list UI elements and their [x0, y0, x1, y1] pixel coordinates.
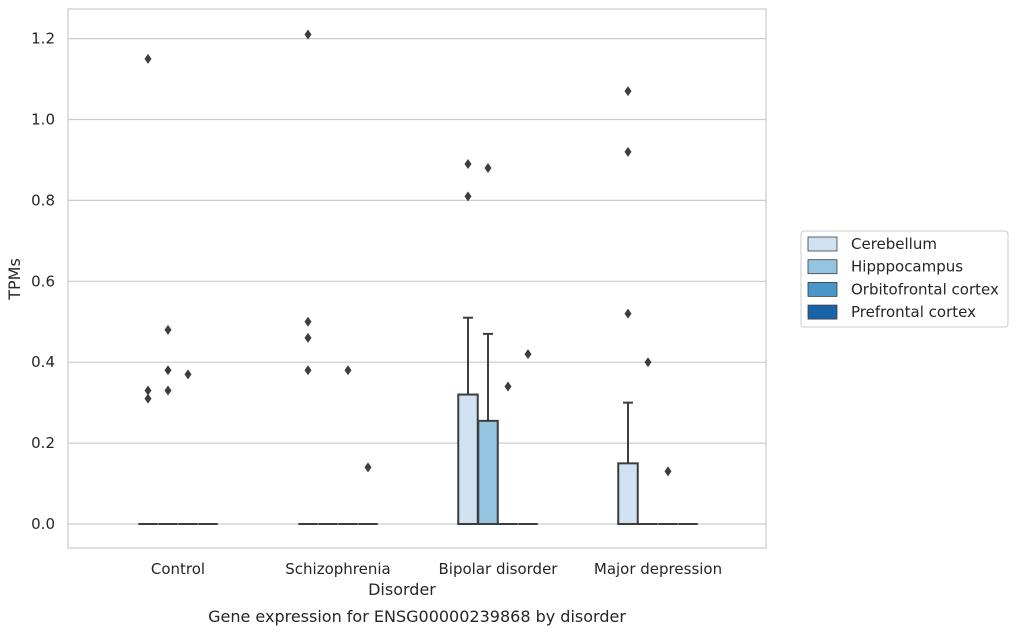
box-group: [638, 357, 658, 525]
x-tick-label: Schizophrenia: [285, 560, 390, 578]
figure-caption: Gene expression for ENSG00000239868 by d…: [208, 607, 626, 626]
outlier-point: [344, 365, 352, 376]
y-tick-label: 0.4: [31, 353, 55, 371]
outlier-point: [364, 462, 372, 473]
outlier-point: [164, 365, 172, 376]
outlier-point: [624, 146, 632, 157]
outlier-point: [644, 357, 652, 368]
legend-swatch: [807, 304, 838, 320]
box-group: [477, 163, 499, 526]
outlier-point: [144, 385, 152, 396]
outlier-point: [164, 324, 172, 335]
outlier-point: [304, 332, 312, 343]
y-axis-label: TPMs: [5, 258, 24, 301]
outlier-point: [484, 163, 492, 174]
outlier-point: [304, 316, 312, 327]
gridlines: [68, 37, 766, 525]
box-group: [658, 466, 678, 525]
outlier-point: [464, 191, 472, 202]
outlier-point: [504, 381, 512, 392]
box-body: [457, 393, 479, 525]
plot-marks: [138, 29, 698, 526]
y-tick-label: 1.2: [31, 30, 55, 48]
y-tick-label: 0.8: [31, 191, 55, 209]
outlier-point: [304, 365, 312, 376]
box-group: [617, 86, 639, 526]
outlier-point: [624, 308, 632, 319]
outlier-point: [464, 158, 472, 169]
legend-swatch: [807, 259, 838, 275]
legend-label: Cerebellum: [851, 235, 937, 253]
outlier-point: [144, 393, 152, 404]
outlier-point: [304, 29, 312, 40]
outlier-point: [164, 385, 172, 396]
x-axis-label: Disorder: [368, 580, 436, 599]
box-group: [457, 158, 479, 525]
box-group: [358, 462, 378, 525]
x-tick-labels: Control Schizophrenia Bipolar disorder Majo…: [151, 560, 722, 578]
y-tick-label: 0.6: [31, 272, 55, 290]
box-group: [518, 349, 538, 525]
outlier-point: [524, 349, 532, 360]
box-group: [158, 324, 178, 525]
legend-label: Hipppocampus: [851, 258, 963, 276]
y-tick-labels: 0.0 0.2 0.4 0.6 0.8 1.0 1.2: [31, 30, 55, 533]
legend-label: Prefrontal cortex: [851, 303, 976, 321]
box-group: [498, 381, 518, 525]
outlier-point: [144, 53, 152, 64]
x-tick-label: Major depression: [594, 560, 722, 578]
outlier-point: [624, 86, 632, 97]
legend-frame: [800, 230, 1009, 328]
y-tick-label: 1.0: [31, 111, 55, 129]
legend-swatch: [807, 281, 838, 297]
box-group: [338, 365, 358, 525]
box-group: [138, 53, 158, 525]
legend-swatch: [807, 236, 838, 252]
y-tick-label: 0.0: [31, 515, 55, 533]
y-tick-label: 0.2: [31, 434, 55, 452]
box-group: [178, 369, 198, 525]
outlier-point: [664, 466, 672, 477]
box-body: [617, 462, 639, 526]
box-group: [298, 29, 318, 525]
x-tick-label: Bipolar disorder: [439, 560, 559, 578]
box-body: [477, 419, 499, 526]
x-tick-label: Control: [151, 560, 205, 578]
legend-label: Orbitofrontal cortex: [851, 280, 999, 298]
legend: Cerebellum Hipppocampus Orbitofrontal cort…: [800, 230, 1009, 328]
plot-frame: [67, 8, 767, 549]
outlier-point: [184, 369, 192, 380]
